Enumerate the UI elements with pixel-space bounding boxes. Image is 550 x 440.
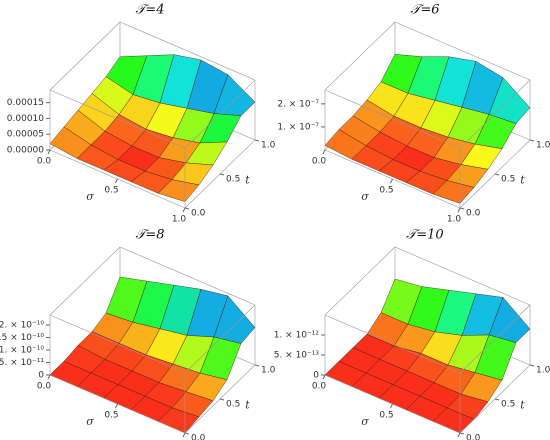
y-tick-label: 0.5 <box>501 400 515 410</box>
box-edge <box>184 79 256 149</box>
y-tick <box>459 207 465 210</box>
x-tick <box>47 374 51 380</box>
box-edge <box>324 246 396 316</box>
z-tick-label: 5. × 10⁻¹¹ <box>0 358 44 368</box>
box-edge <box>184 304 256 374</box>
x-tick-label: 0.0 <box>37 157 52 167</box>
x-tick <box>457 207 461 213</box>
x-axis-label: σ <box>86 415 94 428</box>
y-tick-label: 1.0 <box>536 366 550 376</box>
y-tick-label: 1.0 <box>261 366 276 376</box>
y-tick <box>494 398 500 401</box>
y-axis-label: t <box>245 174 250 187</box>
y-tick-label: 1.0 <box>536 141 550 151</box>
y-tick-label: 0.5 <box>501 175 515 185</box>
z-tick-label: 0.00015 <box>7 98 44 108</box>
x-tick-label: 0.5 <box>104 186 118 196</box>
y-tick <box>219 173 225 176</box>
chart-title: 𝒯=4 <box>135 3 164 18</box>
y-tick <box>184 432 190 435</box>
z-tick-label: 1. × 10⁻⁷ <box>277 122 319 132</box>
x-tick-label: 0.5 <box>104 411 118 421</box>
box-edge <box>324 21 396 91</box>
z-tick-label: 2. × 10⁻¹⁰ <box>0 321 44 331</box>
chart-title: 𝒯=8 <box>135 228 164 243</box>
z-tick-label: 0 <box>313 371 319 381</box>
x-axis-label: σ <box>361 415 369 428</box>
z-tick-label: 1. × 10⁻¹⁰ <box>0 346 44 356</box>
y-axis-label: t <box>520 174 525 187</box>
y-tick-label: 0.0 <box>466 434 481 440</box>
y-tick <box>254 139 260 142</box>
x-tick <box>390 178 393 184</box>
y-tick <box>184 207 190 210</box>
surface-patch <box>157 179 200 202</box>
z-tick-label: 2. × 10⁻⁷ <box>277 99 319 109</box>
y-axis-label: t <box>520 399 525 412</box>
x-axis-label: σ <box>86 190 94 203</box>
y-axis-label: t <box>245 399 250 412</box>
y-tick-label: 0.5 <box>226 400 240 410</box>
y-tick-label: 0.0 <box>191 434 206 440</box>
x-tick <box>322 374 326 380</box>
x-tick <box>182 432 186 438</box>
box-edge <box>119 246 256 306</box>
x-tick-label: 0.0 <box>37 382 52 392</box>
box-edge <box>394 21 531 81</box>
box-edge <box>49 89 186 149</box>
x-tick-label: 1.0 <box>172 215 187 225</box>
y-tick-label: 0.5 <box>226 175 240 185</box>
box-edge <box>49 314 186 374</box>
chart-title: 𝒯=10 <box>406 228 443 243</box>
x-tick-label: 1.0 <box>447 215 462 225</box>
z-tick-label: 0 <box>38 371 44 381</box>
box-edge <box>459 79 531 149</box>
y-tick <box>529 364 535 367</box>
z-tick-label: 0.00000 <box>7 146 44 156</box>
y-tick <box>494 173 500 176</box>
z-tick-label: 0.00005 <box>7 130 44 140</box>
y-tick-label: 0.0 <box>466 209 481 219</box>
x-tick <box>390 403 393 409</box>
x-tick-label: 0.0 <box>312 157 327 167</box>
box-edge <box>324 89 461 149</box>
z-tick-label: 0.00010 <box>7 114 44 124</box>
x-tick <box>457 432 461 438</box>
surface-patch <box>432 180 475 204</box>
y-tick-label: 1.0 <box>261 141 276 151</box>
z-tick-label: 1. × 10⁻¹² <box>274 331 320 341</box>
x-tick <box>115 403 118 409</box>
x-tick-label: 0.5 <box>379 186 393 196</box>
x-tick-label: 0.5 <box>379 411 393 421</box>
y-tick <box>459 432 465 435</box>
box-edge <box>49 246 121 316</box>
box-edge <box>324 314 461 374</box>
box-edge <box>459 304 531 374</box>
y-tick <box>529 139 535 142</box>
x-tick <box>322 149 326 155</box>
x-tick-label: 0.0 <box>312 382 327 392</box>
z-tick-label: 1.5 × 10⁻¹⁰ <box>0 333 44 343</box>
y-tick <box>254 364 260 367</box>
x-tick <box>47 149 51 155</box>
x-tick <box>115 178 118 184</box>
box-edge <box>49 21 121 91</box>
z-tick-label: 5. × 10⁻¹³ <box>274 351 320 361</box>
x-axis-label: σ <box>361 190 369 203</box>
y-tick <box>219 398 225 401</box>
y-tick-label: 0.0 <box>191 209 206 219</box>
x-tick <box>182 207 186 213</box>
box-edge <box>394 246 531 306</box>
chart-title: 𝒯=6 <box>410 3 439 18</box>
box-edge <box>119 21 256 81</box>
